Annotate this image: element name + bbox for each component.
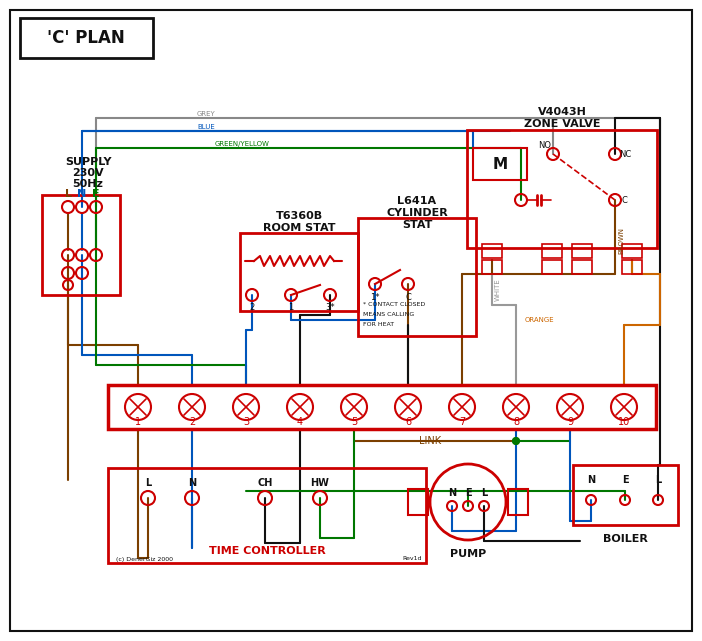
Text: C: C — [405, 292, 411, 301]
Text: 6: 6 — [405, 417, 411, 427]
Text: 8: 8 — [513, 417, 519, 427]
Bar — [482, 244, 502, 258]
Text: 2: 2 — [249, 303, 255, 312]
Text: N: N — [77, 189, 86, 199]
Bar — [572, 244, 592, 258]
Bar — [20, 18, 153, 58]
Text: 3: 3 — [243, 417, 249, 427]
Text: 50Hz: 50Hz — [72, 179, 103, 189]
Text: WHITE: WHITE — [495, 279, 501, 301]
Text: 1: 1 — [135, 417, 141, 427]
Text: 2: 2 — [189, 417, 195, 427]
Text: 10: 10 — [618, 417, 630, 427]
Bar — [508, 489, 528, 515]
Text: STAT: STAT — [402, 220, 432, 230]
Bar — [542, 244, 562, 258]
Text: C: C — [621, 196, 627, 204]
Text: L: L — [481, 488, 487, 498]
Text: CH: CH — [258, 478, 272, 488]
Text: 1*: 1* — [370, 292, 380, 301]
Text: 9: 9 — [567, 417, 573, 427]
Text: SUPPLY: SUPPLY — [65, 157, 111, 167]
Bar — [542, 260, 562, 274]
Text: V4043H: V4043H — [538, 107, 586, 117]
Bar — [482, 260, 502, 274]
Text: TIME CONTROLLER: TIME CONTROLLER — [208, 546, 325, 556]
Bar — [467, 130, 657, 248]
Text: E: E — [465, 488, 471, 498]
Text: NC: NC — [619, 149, 631, 158]
Circle shape — [512, 437, 520, 445]
Text: * CONTACT CLOSED: * CONTACT CLOSED — [363, 301, 425, 306]
Bar — [42, 195, 120, 295]
Text: CYLINDER: CYLINDER — [386, 208, 448, 218]
Text: L: L — [655, 475, 661, 485]
Text: N: N — [448, 488, 456, 498]
Text: E: E — [622, 475, 628, 485]
Text: BLUE: BLUE — [197, 124, 215, 130]
Text: ROOM STAT: ROOM STAT — [263, 223, 336, 233]
Bar — [622, 260, 642, 274]
Text: ORANGE: ORANGE — [525, 317, 555, 323]
Bar — [622, 244, 642, 258]
Text: BOILER: BOILER — [602, 534, 647, 544]
Text: ZONE VALVE: ZONE VALVE — [524, 119, 600, 129]
Text: N: N — [587, 475, 595, 485]
Text: GREEN/YELLOW: GREEN/YELLOW — [215, 141, 270, 147]
Bar — [358, 218, 476, 336]
Text: T6360B: T6360B — [275, 211, 322, 221]
Text: E: E — [92, 189, 100, 199]
Text: HW: HW — [310, 478, 329, 488]
Text: 230V: 230V — [72, 168, 104, 178]
Text: L: L — [145, 478, 151, 488]
Bar — [572, 260, 592, 274]
Text: 4: 4 — [297, 417, 303, 427]
Bar — [573, 465, 678, 525]
Text: 7: 7 — [459, 417, 465, 427]
Text: 5: 5 — [351, 417, 357, 427]
Bar — [408, 489, 428, 515]
Text: 1: 1 — [289, 303, 293, 312]
Text: N: N — [188, 478, 196, 488]
Bar — [108, 468, 426, 563]
Text: GREY: GREY — [197, 111, 216, 117]
Circle shape — [512, 437, 520, 445]
Bar — [240, 233, 358, 311]
Text: BROWN: BROWN — [618, 226, 624, 253]
Text: Rev1d: Rev1d — [402, 556, 422, 562]
Text: 3*: 3* — [325, 303, 335, 312]
Text: 'C' PLAN: 'C' PLAN — [47, 29, 125, 47]
Text: MEANS CALLING: MEANS CALLING — [363, 312, 414, 317]
Text: (c) DenerGiz 2000: (c) DenerGiz 2000 — [116, 556, 173, 562]
Text: NO: NO — [538, 140, 552, 149]
Text: M: M — [492, 156, 508, 172]
Text: L: L — [65, 189, 72, 199]
Bar — [108, 385, 656, 429]
Text: FOR HEAT: FOR HEAT — [363, 322, 394, 326]
Text: PUMP: PUMP — [450, 549, 486, 559]
Bar — [473, 148, 527, 180]
Text: L641A: L641A — [397, 196, 437, 206]
Text: LINK: LINK — [419, 436, 441, 446]
